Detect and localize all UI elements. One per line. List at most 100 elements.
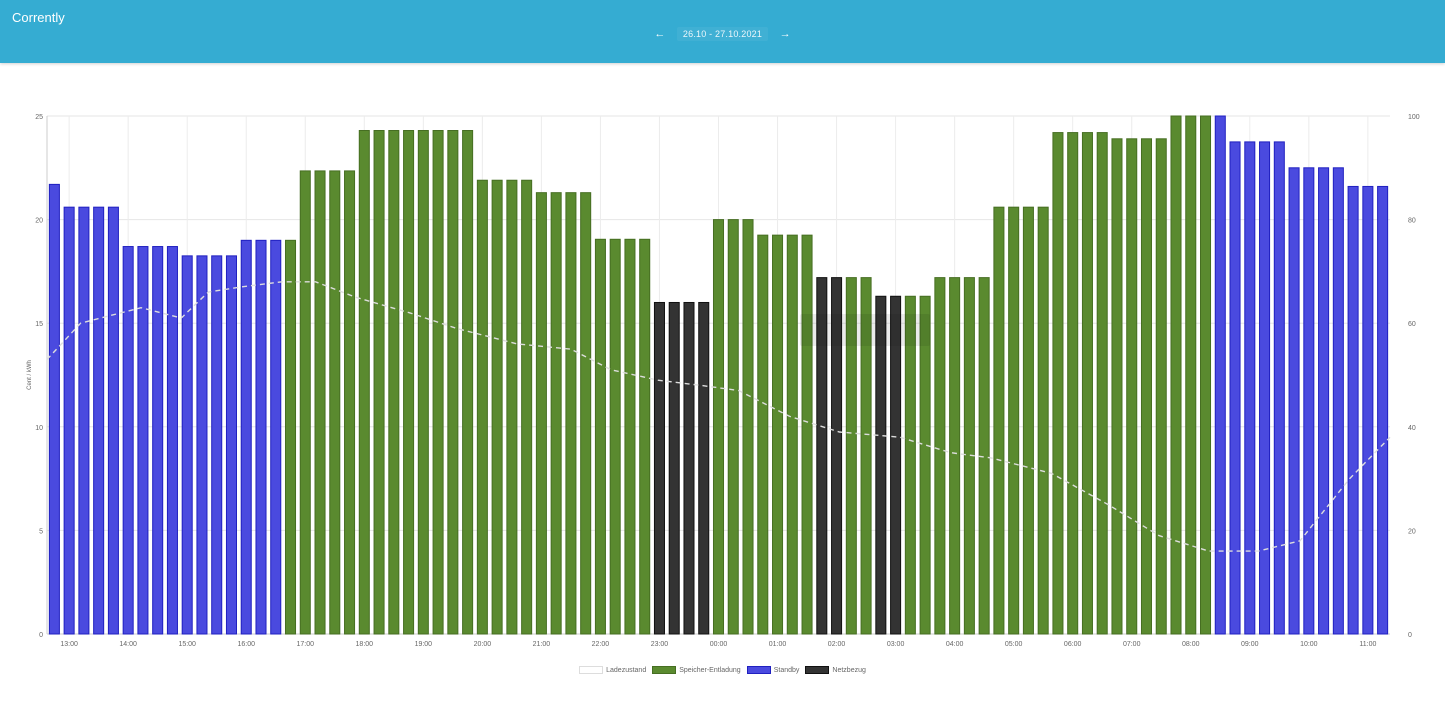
- bar-0800[interactable]: [1185, 115, 1197, 635]
- bar-0945[interactable]: [1288, 167, 1300, 635]
- bar-1400[interactable]: [122, 246, 134, 635]
- bar-0845[interactable]: [1229, 141, 1241, 635]
- bar-0315[interactable]: [904, 295, 916, 635]
- bar-1445[interactable]: [166, 246, 178, 635]
- bar-0300[interactable]: [890, 295, 902, 635]
- bar-0145[interactable]: [816, 277, 828, 635]
- bar-1800[interactable]: [358, 130, 370, 635]
- bar-1915[interactable]: [432, 130, 444, 635]
- bar-1545[interactable]: [225, 255, 237, 635]
- bar-0515[interactable]: [1022, 206, 1034, 635]
- bar-0000[interactable]: [712, 219, 725, 635]
- bar-0600[interactable]: [1067, 132, 1079, 635]
- bar-1715[interactable]: [314, 170, 326, 635]
- bar-1645[interactable]: [284, 239, 297, 635]
- bar-0430[interactable]: [978, 277, 990, 635]
- bar-1900[interactable]: [417, 130, 429, 635]
- bar-2315[interactable]: [668, 301, 680, 635]
- bar-2115[interactable]: [550, 192, 562, 635]
- bar-2300[interactable]: [653, 301, 665, 635]
- bar-0930[interactable]: [1273, 141, 1285, 635]
- bar-1430[interactable]: [152, 246, 164, 635]
- bar-1745[interactable]: [344, 170, 356, 635]
- bar-0730[interactable]: [1155, 138, 1167, 635]
- bar-1045[interactable]: [1347, 185, 1359, 635]
- bar-0030[interactable]: [742, 219, 754, 635]
- bar-0700[interactable]: [1126, 138, 1138, 635]
- bar-0530[interactable]: [1037, 206, 1049, 635]
- bar-1530[interactable]: [211, 255, 223, 635]
- bar-0815[interactable]: [1200, 115, 1212, 635]
- bar-1030[interactable]: [1332, 167, 1344, 635]
- bar-0645[interactable]: [1111, 138, 1123, 635]
- bar-0715[interactable]: [1140, 138, 1153, 635]
- bar-1115[interactable]: [1377, 185, 1389, 635]
- legend-item-ladezustand[interactable]: Ladezustand: [579, 666, 646, 674]
- bar-0745[interactable]: [1170, 115, 1182, 635]
- bar-0830[interactable]: [1214, 115, 1226, 635]
- bar-1930[interactable]: [447, 130, 459, 635]
- chart-canvas[interactable]: 0 5 10 15 20 25 0 20 40 60 80 100 Cent / kWh 13:00 14:…: [0, 63, 1445, 704]
- bar-0215[interactable]: [845, 277, 857, 635]
- x-tick-label: 03:00: [887, 641, 905, 648]
- bar-1830[interactable]: [388, 130, 400, 635]
- bar-1345[interactable]: [107, 206, 119, 635]
- bar-0345[interactable]: [934, 277, 946, 635]
- bar-0615[interactable]: [1081, 132, 1093, 635]
- bar-0015[interactable]: [727, 219, 739, 635]
- bar-2045[interactable]: [521, 179, 533, 635]
- bar-1815[interactable]: [373, 130, 385, 635]
- bar-1615[interactable]: [255, 239, 267, 635]
- bar-1500[interactable]: [181, 255, 193, 635]
- date-range-label[interactable]: 26.10 - 27.10.2021: [676, 27, 769, 41]
- bar-2230[interactable]: [624, 238, 636, 635]
- bar-2015[interactable]: [491, 179, 503, 635]
- bar-0230[interactable]: [860, 277, 872, 635]
- bar-2330[interactable]: [683, 301, 695, 635]
- bar-0045[interactable]: [757, 234, 769, 635]
- bar-0915[interactable]: [1259, 141, 1271, 635]
- bar-0630[interactable]: [1096, 132, 1108, 635]
- previous-day-button[interactable]: ←: [649, 25, 671, 43]
- bar-0400[interactable]: [949, 277, 961, 635]
- bar-1300[interactable]: [63, 206, 75, 635]
- bar-0500[interactable]: [1008, 206, 1020, 635]
- bar-1100[interactable]: [1362, 185, 1374, 635]
- bar-2245[interactable]: [639, 238, 651, 635]
- bar-2030[interactable]: [506, 179, 518, 635]
- bar-1415[interactable]: [137, 246, 149, 635]
- bar-1730[interactable]: [329, 170, 341, 635]
- bar-1000[interactable]: [1303, 167, 1315, 635]
- bar-2130[interactable]: [565, 192, 577, 635]
- legend-item-speicher-entladung[interactable]: Speicher-Entladung: [652, 666, 741, 674]
- bar-1845[interactable]: [403, 130, 415, 635]
- x-tick-label: 19:00: [415, 641, 433, 648]
- legend-item-netzbezug[interactable]: Netzbezug: [805, 666, 866, 674]
- bar-0130[interactable]: [801, 234, 813, 635]
- bar-0445[interactable]: [993, 206, 1005, 635]
- bar-1600[interactable]: [240, 239, 252, 635]
- bar-2200[interactable]: [594, 238, 606, 635]
- bar-1245[interactable]: [48, 183, 60, 635]
- bar-0900[interactable]: [1244, 141, 1256, 635]
- bar-0245[interactable]: [875, 295, 887, 635]
- bar-0330[interactable]: [919, 295, 931, 635]
- bar-0545[interactable]: [1052, 132, 1064, 635]
- bar-1315[interactable]: [78, 206, 90, 635]
- bar-2145[interactable]: [580, 192, 592, 635]
- bar-2345[interactable]: [698, 301, 710, 635]
- legend-item-standby[interactable]: Standby: [746, 666, 799, 674]
- bar-0100[interactable]: [772, 234, 784, 635]
- bar-1700[interactable]: [299, 170, 311, 635]
- bar-1515[interactable]: [196, 255, 208, 635]
- next-day-button[interactable]: →: [774, 25, 796, 43]
- bar-1630[interactable]: [270, 239, 282, 635]
- bar-2000[interactable]: [476, 179, 488, 635]
- bar-2215[interactable]: [609, 238, 621, 635]
- bar-0200[interactable]: [831, 277, 843, 635]
- bar-1015[interactable]: [1318, 167, 1330, 635]
- bar-1945[interactable]: [462, 130, 474, 635]
- bar-0115[interactable]: [786, 234, 798, 635]
- bar-1330[interactable]: [93, 206, 105, 635]
- bar-2100[interactable]: [535, 192, 547, 635]
